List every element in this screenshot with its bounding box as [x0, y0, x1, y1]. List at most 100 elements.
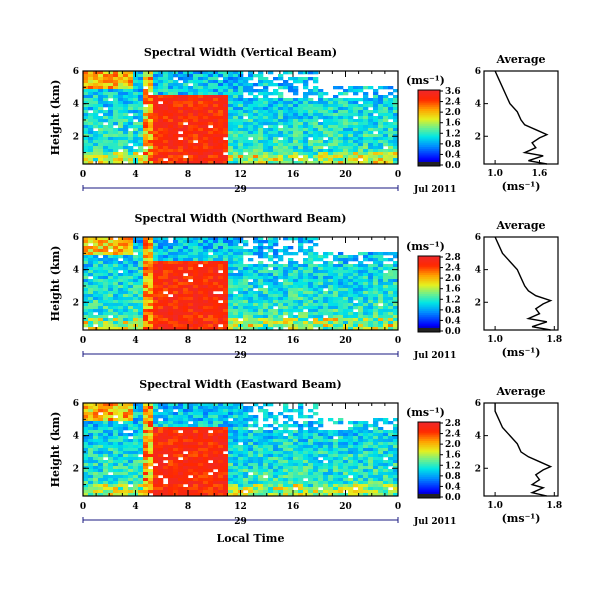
heatmap-cell [228, 406, 234, 410]
heatmap-cell [203, 303, 209, 307]
heatmap-cell [93, 285, 99, 289]
heatmap-cell [323, 264, 329, 268]
heatmap-cell [283, 104, 289, 108]
heatmap-cell [203, 493, 209, 497]
heatmap-cell [328, 149, 334, 153]
heatmap-cell [348, 110, 354, 114]
heatmap-cell [113, 318, 119, 322]
heatmap-cell [228, 421, 234, 425]
heatmap-cell [263, 424, 269, 428]
heatmap-cell [228, 442, 234, 446]
heatmap-cell [378, 158, 384, 162]
heatmap-cell [313, 158, 319, 162]
heatmap-cell [163, 146, 169, 150]
heatmap-cell [183, 276, 189, 280]
heatmap-cell [238, 264, 244, 268]
heatmap-cell [233, 306, 239, 310]
heatmap-cell [118, 152, 124, 156]
heatmap-cell [273, 104, 279, 108]
heatmap-cell [158, 406, 164, 410]
heatmap-cell [253, 430, 259, 434]
average-x-label: (ms⁻¹) [502, 180, 541, 193]
heatmap-cell [303, 95, 309, 99]
heatmap-cell [133, 134, 139, 138]
heatmap-cell [138, 279, 144, 283]
heatmap-cell [123, 270, 129, 274]
heatmap-cell [323, 131, 329, 135]
heatmap-cell [88, 86, 94, 90]
heatmap-cell [348, 152, 354, 156]
heatmap-cell [143, 98, 149, 102]
colorbar-tick-label: 2.4 [445, 98, 461, 108]
heatmap-cell [278, 315, 284, 319]
heatmap-cell [388, 285, 394, 289]
heatmap-cell [148, 261, 154, 265]
heatmap-cell [378, 261, 384, 265]
heatmap-cell [293, 273, 299, 277]
heatmap-cell [158, 493, 164, 497]
heatmap-cell [98, 403, 104, 407]
heatmap-cell [388, 122, 394, 126]
heatmap-cell [238, 143, 244, 147]
heatmap-cell [378, 122, 384, 126]
heatmap-cell [228, 303, 234, 307]
heatmap-cell [193, 285, 199, 289]
heatmap-cell [193, 306, 199, 310]
heatmap-cell [193, 149, 199, 153]
heatmap-cell [123, 484, 129, 488]
heatmap-cell [153, 110, 159, 114]
heatmap-cell [108, 481, 114, 485]
heatmap-cell [283, 406, 289, 410]
heatmap-cell [248, 481, 254, 485]
heatmap-cell [393, 95, 399, 99]
heatmap-cell [313, 324, 319, 328]
heatmap-cell [338, 294, 344, 298]
heatmap-cell [98, 457, 104, 461]
colorbar: 3.62.42.01.61.20.80.40.0 [417, 87, 461, 171]
heatmap-cell [113, 487, 119, 491]
heatmap-cell [188, 433, 194, 437]
heatmap-cell [103, 478, 109, 482]
heatmap-cell [158, 122, 164, 126]
heatmap-cell [313, 291, 319, 295]
heatmap-cell [393, 122, 399, 126]
heatmap-cell [258, 149, 264, 153]
heatmap-cell [98, 303, 104, 307]
heatmap-cell [193, 475, 199, 479]
heatmap-cell [208, 315, 214, 319]
heatmap-cell [388, 270, 394, 274]
heatmap-cell [178, 312, 184, 316]
heatmap-cell [163, 421, 169, 425]
heatmap-cell [308, 240, 314, 244]
heatmap-cell [218, 137, 224, 141]
heatmap-cell [198, 427, 204, 431]
heatmap-cell [338, 98, 344, 102]
heatmap-cell [163, 318, 169, 322]
heatmap-cell [208, 258, 214, 262]
heatmap-cell [183, 454, 189, 458]
heatmap-cell [308, 249, 314, 253]
heatmap-cell [323, 318, 329, 322]
heatmap-cell [293, 327, 299, 331]
heatmap-cell [298, 113, 304, 117]
heatmap-cell [368, 152, 374, 156]
heatmap-cell [103, 131, 109, 135]
heatmap-cell [198, 315, 204, 319]
heatmap-cell [263, 116, 269, 120]
heatmap-cell [353, 255, 359, 259]
heatmap-cell [108, 255, 114, 259]
heatmap-cell [93, 104, 99, 108]
heatmap-cell [93, 490, 99, 494]
heatmap-cell [133, 463, 139, 467]
heatmap-cell [143, 116, 149, 120]
heatmap-cell [323, 282, 329, 286]
heatmap-cell [358, 312, 364, 316]
heatmap-cell [318, 131, 324, 135]
heatmap-cell [193, 427, 199, 431]
heatmap-cell [278, 412, 284, 416]
heatmap-cell [173, 306, 179, 310]
heatmap-cell [323, 122, 329, 126]
heatmap-cell [108, 270, 114, 274]
heatmap-cell [203, 427, 209, 431]
heatmap-cell [298, 291, 304, 295]
